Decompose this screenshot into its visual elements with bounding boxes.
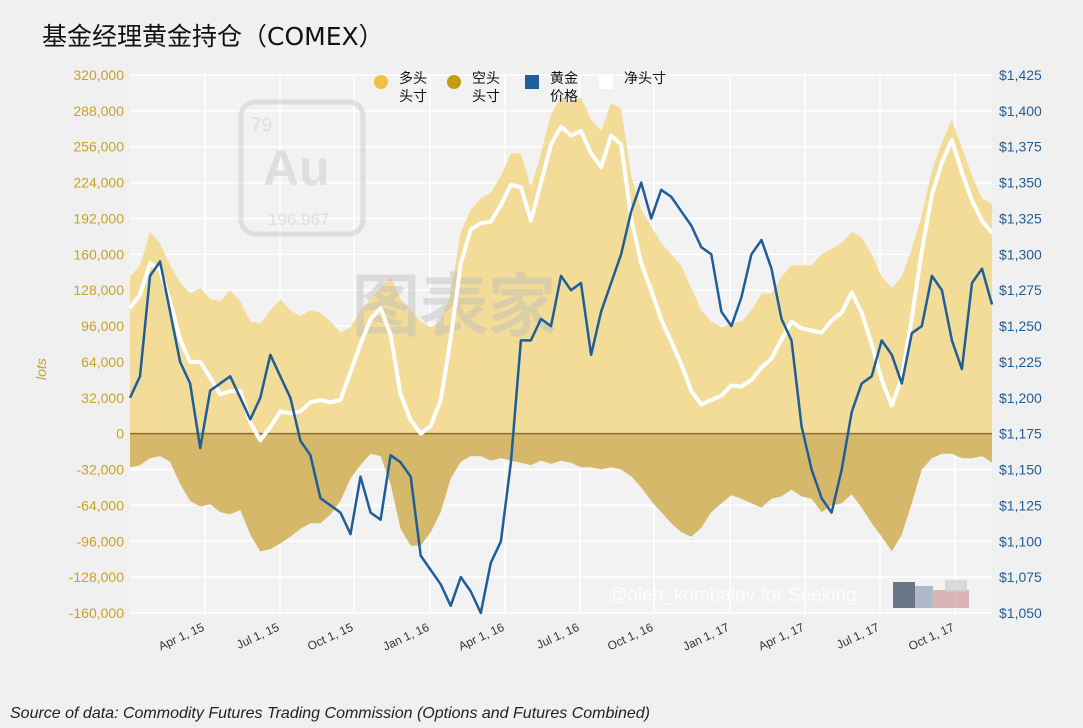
left-tick-label: 192,000: [73, 210, 124, 226]
au-element-watermark: 79 Au 196.967: [238, 99, 366, 237]
left-tick-label: 64,000: [81, 354, 124, 370]
left-tick-label: 96,000: [81, 318, 124, 334]
left-tick-label: 256,000: [73, 139, 124, 155]
net-position-line: [128, 124, 994, 443]
right-tick-label: $1,300: [999, 246, 1042, 262]
legend-label: 空头: [472, 71, 500, 87]
right-tick-label: $1,100: [999, 533, 1042, 549]
source-note: Source of data: Commodity Futures Tradin…: [10, 705, 650, 722]
au-number: 79: [251, 115, 272, 136]
left-axis-ticks: 320,000 288,000 256,000 224,000 192,000 160,0…: [69, 67, 124, 621]
left-tick-label: 32,000: [81, 390, 124, 406]
left-tick-label: 288,000: [73, 103, 124, 119]
right-tick-label: $1,250: [999, 318, 1042, 334]
legend-label: 头寸: [399, 89, 427, 105]
legend-label: 头寸: [472, 89, 500, 105]
left-tick-label: -64,000: [77, 497, 125, 513]
left-tick-label: 128,000: [73, 282, 124, 298]
right-axis-ticks: $1,425 $1,400 $1,375 $1,350 $1,325 $1,300 $1,2…: [999, 67, 1042, 621]
gold-price-line: [128, 181, 994, 615]
right-tick-label: $1,150: [999, 462, 1042, 478]
right-tick-label: $1,350: [999, 175, 1042, 191]
right-tick-label: $1,275: [999, 282, 1042, 298]
right-tick-label: $1,425: [999, 67, 1042, 83]
credit-watermark: @oleh_kombalov for Seeking: [608, 585, 856, 606]
legend-swatch: [447, 75, 461, 89]
left-tick-label: -160,000: [69, 605, 124, 621]
legend-label: 多头: [399, 70, 427, 87]
y-axis-label: lots: [33, 358, 49, 380]
right-tick-label: $1,225: [999, 354, 1042, 370]
left-tick-label: -32,000: [77, 462, 125, 478]
right-tick-label: $1,075: [999, 569, 1042, 585]
legend-swatch: [599, 75, 613, 89]
au-box-icon: [238, 99, 366, 237]
left-tick-label: -96,000: [77, 533, 125, 549]
right-tick-label: $1,125: [999, 497, 1042, 513]
right-tick-label: $1,325: [999, 210, 1042, 226]
legend-swatch: [525, 75, 539, 89]
right-tick-label: $1,400: [999, 103, 1042, 119]
chart-title: 基金经理黄金持仓（COMEX）: [42, 22, 384, 51]
legend-label: 价格: [550, 89, 578, 105]
right-tick-label: $1,050: [999, 605, 1042, 621]
blurred-logo: [893, 580, 969, 608]
au-mass: 196.967: [268, 210, 329, 229]
au-symbol: Au: [263, 140, 330, 196]
legend-label: 黄金: [550, 70, 578, 87]
right-tick-label: $1,375: [999, 139, 1042, 155]
short-position-area: [130, 433, 992, 552]
left-tick-label: -128,000: [69, 569, 124, 585]
right-tick-label: $1,175: [999, 426, 1042, 442]
legend-label: 净头寸: [624, 71, 666, 87]
left-tick-label: 320,000: [73, 67, 124, 83]
left-tick-label: 224,000: [73, 175, 124, 191]
right-tick-label: $1,200: [999, 390, 1042, 406]
left-tick-label: 160,000: [73, 246, 124, 262]
legend-swatch: [374, 75, 388, 89]
left-tick-label: 0: [116, 426, 124, 442]
